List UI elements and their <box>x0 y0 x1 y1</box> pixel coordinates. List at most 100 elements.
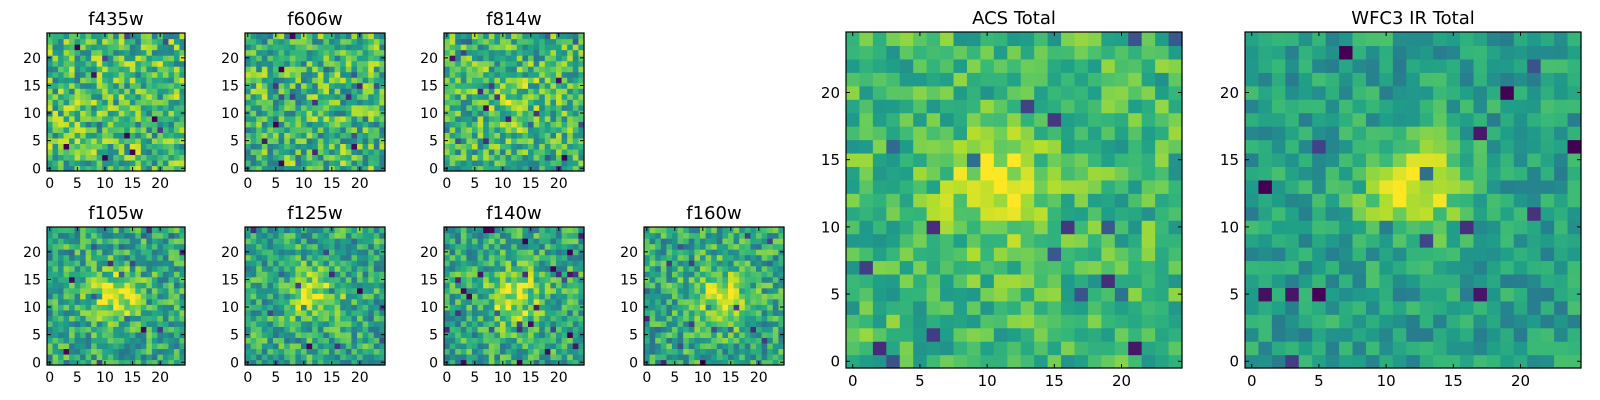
heatmap-cell <box>966 179 981 194</box>
heatmap-cell <box>278 232 285 239</box>
heatmap-cell <box>1114 273 1129 288</box>
heatmap-cell <box>351 165 358 172</box>
heatmap-cell <box>168 60 175 67</box>
heatmap-cell <box>683 331 690 338</box>
heatmap-cell <box>483 143 490 150</box>
heatmap-cell <box>267 309 274 316</box>
heatmap-cell <box>522 271 529 278</box>
heatmap-cell <box>744 293 751 300</box>
heatmap-cell <box>572 320 579 327</box>
heatmap-cell <box>173 282 181 289</box>
heatmap-cell <box>124 104 131 111</box>
heatmap-cell <box>261 33 268 40</box>
heatmap-cell <box>460 154 467 161</box>
heatmap-cell <box>368 159 375 167</box>
heatmap-cell <box>1034 193 1049 208</box>
heatmap-cell <box>683 337 690 344</box>
heatmap-cell <box>483 88 490 95</box>
heatmap-cell <box>556 38 563 45</box>
heatmap-cell <box>261 93 268 100</box>
heatmap-cell <box>511 287 518 294</box>
heatmap-cell <box>267 77 274 84</box>
heatmap-cell <box>295 55 302 62</box>
heatmap-cell <box>756 249 763 256</box>
heatmap-cell <box>660 320 667 327</box>
heatmap-cell <box>872 341 887 356</box>
heatmap-cell <box>261 110 268 117</box>
heatmap-cell <box>761 293 768 300</box>
heatmap-cell <box>477 315 484 322</box>
heatmap-cell <box>273 287 280 294</box>
heatmap-cell <box>556 271 563 278</box>
heatmap-cell <box>728 320 735 327</box>
heatmap-cell <box>368 132 375 139</box>
heatmap-cell <box>539 298 546 305</box>
heatmap-cell <box>323 315 330 322</box>
heatmap-cell <box>317 282 324 289</box>
heatmap-cell <box>162 342 170 350</box>
heatmap-cell <box>157 55 164 62</box>
heatmap-cell <box>289 298 296 305</box>
heatmap-cell <box>295 282 302 289</box>
heatmap-cell <box>179 38 186 45</box>
heatmap-cell <box>113 265 120 272</box>
heatmap-cell <box>345 304 352 311</box>
heatmap-cell <box>449 249 456 256</box>
heatmap-cell <box>700 304 707 311</box>
heatmap-cell <box>47 287 54 294</box>
heatmap-cell <box>345 232 352 239</box>
heatmap-cell <box>444 99 451 106</box>
heatmap-cell <box>278 99 285 106</box>
heatmap-cell <box>273 238 280 245</box>
heatmap-cell <box>162 254 170 261</box>
heatmap-cell <box>273 110 280 117</box>
heatmap-cell <box>756 238 763 245</box>
heatmap-cell <box>494 126 501 133</box>
heatmap-cell <box>472 315 479 322</box>
heatmap-cell <box>52 71 59 78</box>
heatmap-cell <box>572 38 579 45</box>
heatmap-cell <box>578 88 585 95</box>
heatmap-cell <box>705 232 712 239</box>
heatmap-cell <box>368 320 375 327</box>
heatmap-cell <box>544 66 551 73</box>
heatmap-cell <box>522 331 529 338</box>
heatmap-cell <box>488 126 495 133</box>
heatmap-cell <box>80 304 87 311</box>
heatmap-cell <box>980 300 995 315</box>
heatmap-cell <box>993 233 1008 248</box>
heatmap-cell <box>516 137 523 144</box>
heatmap-cell <box>74 315 81 322</box>
heatmap-cell <box>323 254 330 261</box>
heatmap-cell <box>744 227 751 234</box>
heatmap-cell <box>250 293 257 300</box>
heatmap-cell <box>80 60 87 67</box>
heatmap-cell <box>644 238 651 245</box>
heatmap-cell <box>488 353 495 361</box>
heatmap-cell <box>129 55 136 62</box>
heatmap-cell <box>772 287 779 294</box>
heatmap-cell <box>561 260 568 267</box>
heatmap-cell <box>993 273 1008 288</box>
heatmap-cell <box>52 38 59 45</box>
heatmap-cell <box>69 99 76 106</box>
heatmap-cell <box>162 315 170 322</box>
heatmap-cell <box>711 238 718 245</box>
heatmap-cell <box>118 55 125 62</box>
y-tick-label: 10 <box>420 300 438 316</box>
heatmap-cell <box>966 220 981 235</box>
heatmap-cell <box>750 298 757 305</box>
heatmap-cell <box>528 159 535 167</box>
heatmap-cell <box>561 298 568 305</box>
heatmap-cell <box>644 287 651 294</box>
heatmap-cell <box>556 77 563 84</box>
heatmap-cell <box>472 265 479 272</box>
heatmap-cell <box>323 260 330 267</box>
heatmap-cell <box>146 260 153 267</box>
heatmap-cell <box>362 104 369 111</box>
heatmap-cell <box>466 148 473 156</box>
heatmap-cell <box>102 287 109 294</box>
heatmap-cell <box>135 121 142 128</box>
heatmap-cell <box>716 298 723 305</box>
heatmap-cell <box>162 44 170 51</box>
